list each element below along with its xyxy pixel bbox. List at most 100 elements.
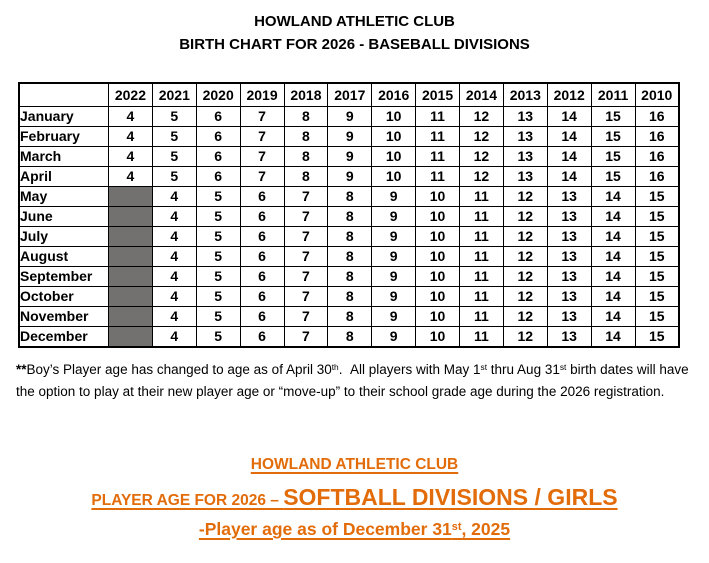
age-cell: 5 (195, 226, 241, 247)
year-header-cell: 2012 (546, 82, 592, 107)
age-cell: 7 (239, 106, 285, 127)
month-cell: April (18, 166, 109, 187)
footnote-text-4: birth dates will have (566, 362, 689, 377)
age-cell: 11 (459, 206, 504, 227)
age-cell: 5 (151, 126, 197, 147)
age-cell: 8 (283, 146, 329, 167)
footnote-text-2: . All players with May 1 (338, 362, 481, 377)
age-cell: 5 (195, 266, 241, 287)
age-cell: 8 (283, 166, 329, 187)
age-cell: 11 (415, 166, 460, 187)
age-cell: 8 (327, 226, 373, 247)
year-header-cell: 2016 (371, 82, 417, 107)
age-cell: 6 (239, 266, 285, 287)
age-cell: 10 (371, 126, 417, 147)
age-cell: 13 (546, 246, 592, 267)
age-cell: 14 (590, 206, 636, 227)
year-header-cell: 2018 (283, 82, 329, 107)
age-cell: 8 (327, 306, 373, 327)
birth-chart-table: 2022 2021 2020 2019 2018 2017 2016 2015 2014 2013… (18, 82, 680, 348)
age-cell: 14 (546, 106, 592, 127)
age-cell: 10 (415, 186, 460, 207)
age-cell: 10 (371, 166, 417, 187)
age-cell: 10 (415, 246, 460, 267)
age-cell: 15 (634, 226, 680, 247)
age-cell: 10 (415, 306, 460, 327)
age-cell: 11 (459, 286, 504, 307)
age-cell: 8 (327, 326, 373, 348)
softball-club-title: HOWLAND ATHLETIC CLUB (250, 456, 459, 473)
age-cell: 8 (327, 266, 373, 287)
table-row: January 4 5 6 7 8 9 10 11 12 13 14 15 16 (18, 106, 680, 127)
club-title: HOWLAND ATHLETIC CLUB (254, 13, 455, 30)
softball-section: HOWLAND ATHLETIC CLUB PLAYER AGE FOR 202… (0, 456, 709, 540)
age-cell: 8 (327, 246, 373, 267)
footnote-text-line2: the option to play at their new player a… (16, 383, 665, 399)
shaded-cell (108, 246, 153, 267)
age-cell: 5 (195, 246, 241, 267)
age-cell: 15 (634, 326, 680, 348)
age-cell: 14 (590, 266, 636, 287)
table-row: December 4 5 6 7 8 9 10 11 12 13 14 15 (18, 326, 680, 348)
age-cell: 7 (283, 286, 329, 307)
age-cell: 8 (327, 186, 373, 207)
footnote: **Boy’s Player age has changed to age as… (16, 360, 701, 402)
year-header-cell: 2019 (239, 82, 285, 107)
shaded-cell (108, 186, 153, 207)
footnote-superscript-st-2: st (559, 362, 567, 373)
shaded-cell (108, 326, 153, 348)
age-cell: 4 (108, 126, 153, 147)
age-cell: 9 (327, 146, 373, 167)
year-header-cell: 2017 (327, 82, 373, 107)
month-cell: November (18, 306, 109, 327)
age-cell: 7 (283, 226, 329, 247)
year-header-cell: 2011 (590, 82, 636, 107)
table-row: May 4 5 6 7 8 9 10 11 12 13 14 15 (18, 186, 680, 207)
age-cell: 6 (239, 246, 285, 267)
year-header-cell: 2013 (502, 82, 548, 107)
age-cell: 9 (371, 286, 417, 307)
table-row: March 4 5 6 7 8 9 10 11 12 13 14 15 16 (18, 146, 680, 167)
softball-heading-prefix: PLAYER AGE FOR 2026 – (91, 492, 284, 509)
age-cell: 4 (108, 106, 153, 127)
year-header-cell: 2021 (151, 82, 197, 107)
month-cell: January (18, 106, 109, 127)
age-cell: 6 (239, 286, 285, 307)
year-header-cell: 2022 (108, 82, 153, 107)
age-cell: 4 (151, 206, 197, 227)
age-cell: 6 (239, 186, 285, 207)
age-cell: 8 (283, 126, 329, 147)
month-cell: July (18, 226, 109, 247)
age-cell: 12 (459, 166, 504, 187)
age-cell: 9 (327, 166, 373, 187)
age-cell: 9 (327, 106, 373, 127)
age-cell: 8 (283, 106, 329, 127)
table-row: February 4 5 6 7 8 9 10 11 12 13 14 15 16 (18, 126, 680, 147)
age-cell: 14 (590, 226, 636, 247)
age-cell: 4 (108, 166, 153, 187)
age-cell: 11 (459, 246, 504, 267)
age-cell: 5 (195, 186, 241, 207)
month-cell: June (18, 206, 109, 227)
age-cell: 10 (415, 226, 460, 247)
age-cell: 13 (546, 326, 592, 348)
shaded-cell (108, 266, 153, 287)
footnote-superscript-th: th (331, 362, 339, 373)
softball-age-note-year: , 2025 (461, 519, 511, 539)
age-cell: 15 (634, 266, 680, 287)
age-cell: 11 (415, 106, 460, 127)
age-cell: 10 (415, 266, 460, 287)
age-cell: 16 (634, 146, 680, 167)
shaded-cell (108, 306, 153, 327)
age-cell: 9 (371, 266, 417, 287)
age-cell: 6 (195, 146, 241, 167)
footnote-text-1: Boy’s Player age has changed to age as o… (26, 362, 332, 377)
age-cell: 14 (546, 166, 592, 187)
age-cell: 9 (371, 326, 417, 348)
age-cell: 12 (502, 266, 548, 287)
age-cell: 6 (195, 106, 241, 127)
age-cell: 13 (502, 106, 548, 127)
age-cell: 12 (502, 226, 548, 247)
month-cell: March (18, 146, 109, 167)
age-cell: 9 (371, 246, 417, 267)
